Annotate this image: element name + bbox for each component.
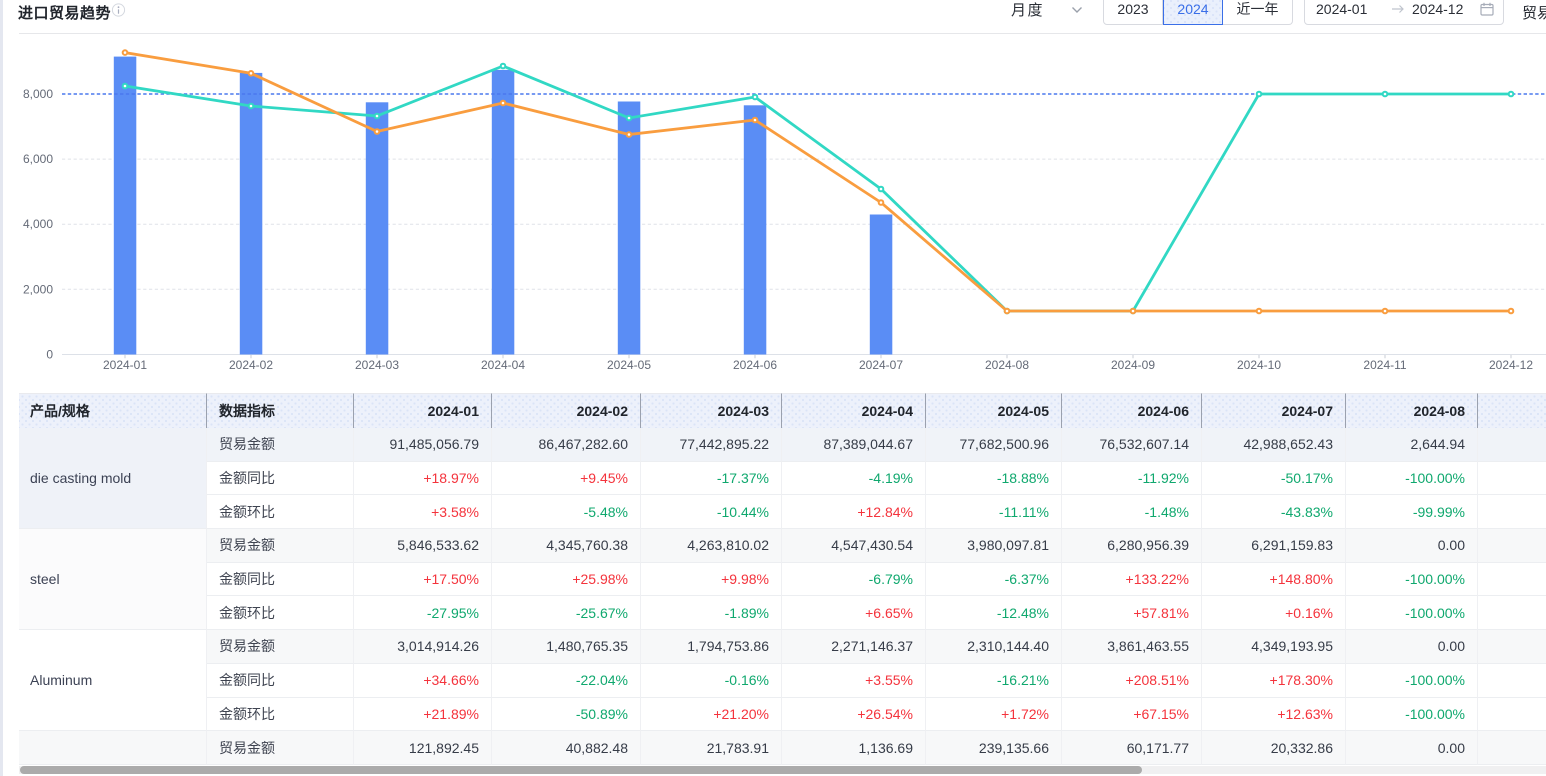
svg-text:2024-04: 2024-04 <box>481 358 525 372</box>
svg-text:2024-07: 2024-07 <box>859 358 903 372</box>
svg-text:2,000: 2,000 <box>23 282 53 296</box>
svg-text:2024-09: 2024-09 <box>1111 358 1155 372</box>
svg-text:2024-10: 2024-10 <box>1237 358 1281 372</box>
svg-text:2024-02: 2024-02 <box>229 358 273 372</box>
svg-text:2024-11: 2024-11 <box>1363 358 1406 372</box>
svg-text:2024-08: 2024-08 <box>985 358 1029 372</box>
svg-text:2024-01: 2024-01 <box>103 358 147 372</box>
svg-text:2024-05: 2024-05 <box>607 358 651 372</box>
svg-text:2024-06: 2024-06 <box>733 358 777 372</box>
svg-text:0: 0 <box>46 347 53 361</box>
svg-text:2024-12: 2024-12 <box>1489 358 1533 372</box>
svg-text:4,000: 4,000 <box>23 217 53 231</box>
svg-text:6,000: 6,000 <box>23 152 53 166</box>
svg-text:8,000: 8,000 <box>23 87 53 101</box>
svg-text:2024-03: 2024-03 <box>355 358 399 372</box>
